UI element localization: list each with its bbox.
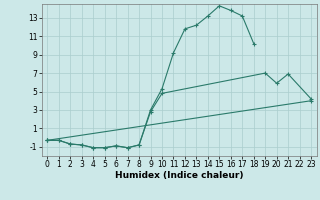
X-axis label: Humidex (Indice chaleur): Humidex (Indice chaleur) <box>115 171 244 180</box>
